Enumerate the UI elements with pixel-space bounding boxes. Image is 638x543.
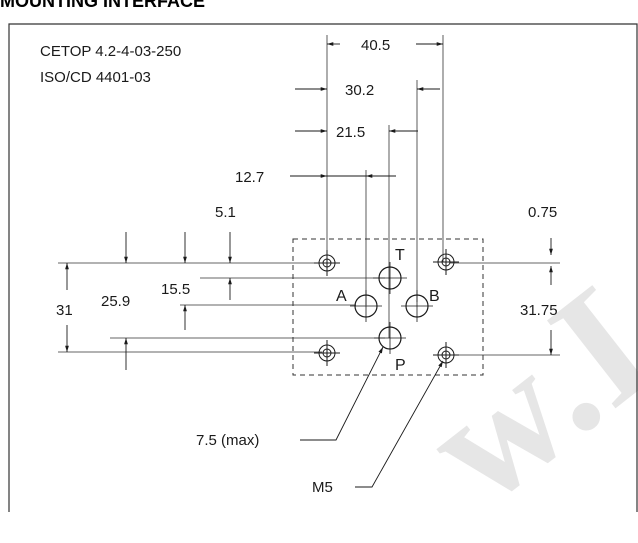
leader-m5 <box>355 360 444 488</box>
port-b <box>401 290 433 322</box>
dim-25-9-label: 25.9 <box>101 293 130 310</box>
port-t-label: T <box>395 247 405 264</box>
dim-21-5-label: 21.5 <box>336 124 365 141</box>
mounting-outline <box>292 238 484 376</box>
leader-7-5 <box>300 346 384 441</box>
dim-31-label: 31 <box>56 302 73 319</box>
port-p <box>374 322 406 354</box>
dim-5-1-label: 5.1 <box>215 204 236 221</box>
extension-lines <box>58 35 560 356</box>
page-title: MOUNTING INTERFACE <box>0 0 205 11</box>
port-a <box>350 290 382 322</box>
dim-31-75-label: 31.75 <box>520 302 558 319</box>
screw-hole-bottom-right <box>433 342 459 368</box>
port-b-label: B <box>429 288 440 305</box>
mounting-interface-diagram: CETOP 4.2-4-03-250 ISO/CD 4401-03 40.5 3… <box>8 23 638 512</box>
screw-hole-bottom-left <box>314 340 340 366</box>
screw-hole-top-right <box>433 249 459 275</box>
port-a-label: A <box>336 288 347 305</box>
frame <box>8 23 638 512</box>
standard-iso: ISO/CD 4401-03 <box>40 69 151 86</box>
dim-15-5-label: 15.5 <box>161 281 190 298</box>
standard-cetop: CETOP 4.2-4-03-250 <box>40 43 181 60</box>
dim-7-5-label: 7.5 (max) <box>196 432 259 449</box>
port-t <box>373 262 407 294</box>
dim-40-5-label: 40.5 <box>361 37 390 54</box>
port-p-label: P <box>395 357 406 374</box>
dim-12-7-label: 12.7 <box>235 169 264 186</box>
screw-hole-top-left <box>314 250 340 276</box>
dim-30-2-label: 30.2 <box>345 82 374 99</box>
dim-0-75-label: 0.75 <box>528 204 557 221</box>
m5-label: M5 <box>312 479 333 496</box>
